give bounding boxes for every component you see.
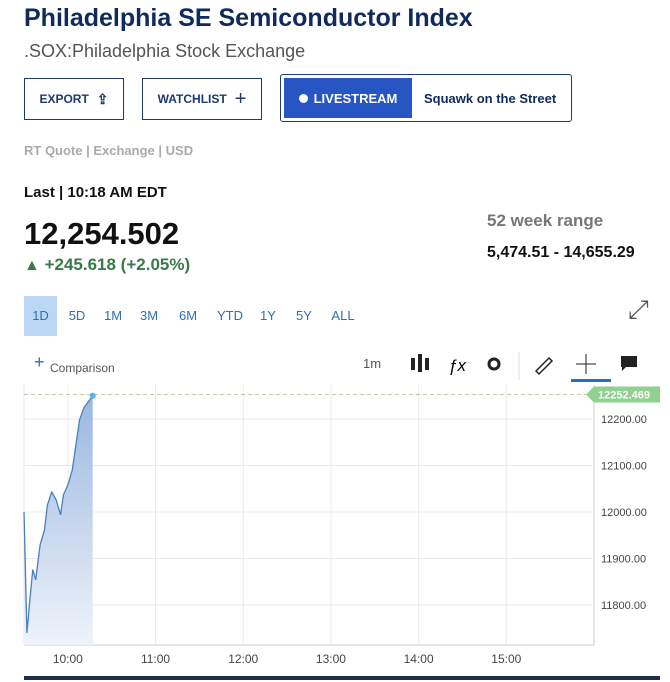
x-tick-label: 13:00 [316,652,346,666]
y-tick-label: 12200.00 [601,414,647,426]
y-tick-label: 11900.00 [601,553,646,565]
label: EXPORT [39,92,89,106]
change: ▲ +245.618 (+2.05%) [24,255,191,274]
range-tab[interactable]: 1Y [260,308,276,323]
y-tick-label: 11800.00 [601,600,646,612]
range-tab[interactable]: 1M [103,308,123,323]
chart: + Comparison 1m ƒx 11800.00 11900.00 12000… [0,352,670,682]
area [24,395,93,645]
price-badge [586,386,660,403]
fx-icon[interactable]: ƒx [448,356,466,375]
last-point [89,392,96,399]
title: Philadelphia SE Semiconductor Index [24,4,473,32]
range-tab[interactable]: 1D [24,296,57,336]
x-tick-label: 10:00 [53,652,83,666]
subtitle: .SOX:Philadelphia Stock Exchange [24,41,306,61]
gear-icon[interactable] [487,357,501,371]
y-tick-label: 12000.00 [601,507,647,519]
price: 12,254.502 [24,216,180,251]
label: WATCHLIST [157,92,227,106]
range-label: 52 week range [487,211,604,230]
x-tick-label: 15:00 [491,652,521,666]
active-indicator [571,379,611,382]
range-tab[interactable]: 3M [139,308,159,323]
label: LIVESTREAM [313,90,398,106]
range: 5,474.51 - 14,655.29 [487,244,635,261]
export-button[interactable]: EXPORT ⇪ [24,78,124,120]
price-line [23,395,94,633]
y-tick-label: 12100.00 [601,460,647,472]
crosshair-icon[interactable] [576,354,596,374]
price-badge-label: 12252.469 [598,390,650,402]
x-tick-label: 12:00 [228,652,258,666]
change-text: +245.618 (+2.05%) [44,255,191,274]
range-tab[interactable]: 6M [178,308,198,323]
bottom-bar [24,676,660,680]
range-tab[interactable]: 5Y [296,308,312,323]
watchlist-button[interactable]: WATCHLIST + [142,78,262,120]
range-tab[interactable]: ALL [331,308,355,323]
show-name: Squawk on the Street [424,90,557,106]
candle-icon[interactable] [411,354,429,372]
interval[interactable]: 1m [363,356,381,371]
range-tab[interactable]: 5D [68,308,86,323]
pencil-icon[interactable] [534,356,554,376]
comment-icon[interactable] [621,356,637,371]
livestream-button[interactable]: LIVESTREAM Squawk on the Street [280,74,572,122]
last-time: Last | 10:18 AM EDT [24,184,167,201]
expand-icon[interactable]: ⤢ [628,294,649,324]
plus-icon: + [34,352,45,372]
quote-meta: RT Quote | Exchange | USD [24,143,194,158]
x-tick-label: 14:00 [404,652,434,666]
range-tab[interactable]: YTD [217,308,243,323]
x-tick-label: 11:00 [141,652,170,666]
comparison[interactable]: Comparison [50,361,115,375]
